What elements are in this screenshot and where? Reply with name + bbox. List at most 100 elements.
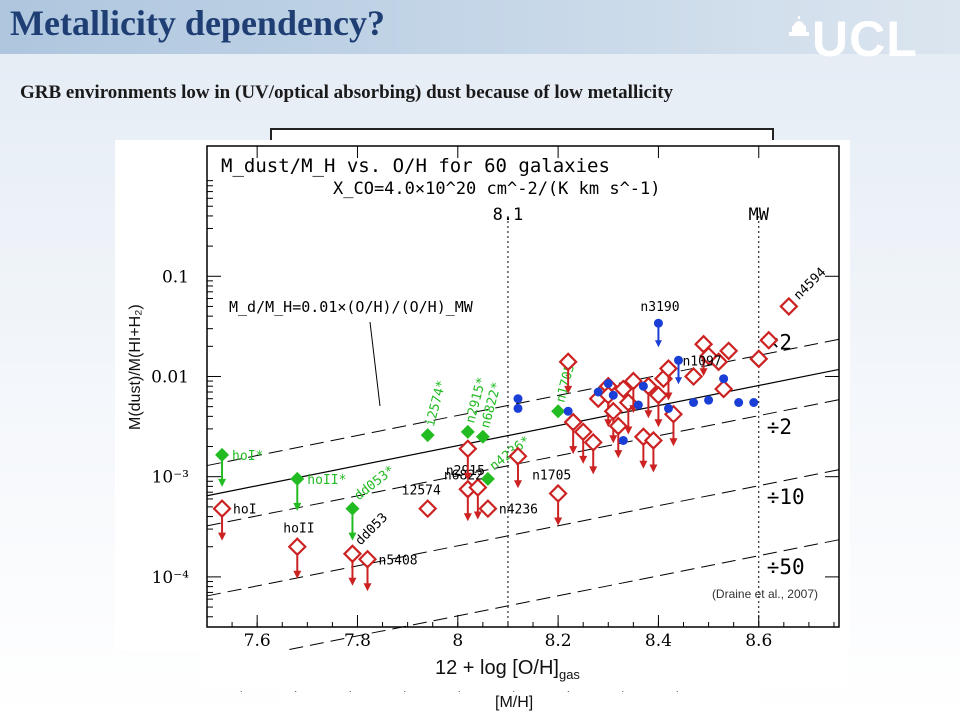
x-tick-label: 7.6 bbox=[244, 631, 271, 650]
blue-point bbox=[513, 394, 523, 404]
y-axis-label: M(dust)/M(HI+H₂) bbox=[127, 304, 144, 430]
scatter-chart: 7.6 7.8 8 8.2 8.4 8.60.10.0110⁻³10⁻⁴×2÷2÷10÷5… bbox=[115, 140, 850, 650]
red-point-limit-arrow bbox=[664, 392, 673, 401]
red-point-limit-arrow bbox=[218, 532, 227, 541]
plot-title: M_dust/M_H vs. O/H for 60 galaxies bbox=[221, 155, 610, 177]
red-point-label: n2915 bbox=[446, 464, 485, 479]
blue-point bbox=[653, 318, 663, 328]
x-tick-label: 8.6 bbox=[745, 631, 772, 650]
red-point bbox=[749, 349, 769, 369]
blue-point bbox=[618, 435, 628, 445]
slide-subtitle: GRB environments low in (UV/optical abso… bbox=[20, 82, 674, 103]
y-tick-label: 0.1 bbox=[162, 267, 189, 287]
red-point-limit-arrow bbox=[649, 464, 658, 473]
x-axis-label-box bbox=[200, 651, 848, 687]
green-point bbox=[215, 447, 230, 462]
red-point bbox=[779, 296, 799, 316]
blue-point-label: n3190 bbox=[640, 300, 679, 315]
red-point-limit-arrow bbox=[639, 460, 648, 469]
relation-label: M_d/M_H=0.01×(O/H)/(O/H)_MW bbox=[229, 298, 474, 316]
blue-point bbox=[734, 397, 744, 407]
band-line bbox=[206, 469, 840, 597]
logo-text: UCL bbox=[812, 11, 918, 67]
red-point-limit-arrow bbox=[654, 419, 663, 428]
x-axis-label: 12 + log [O/H]gas bbox=[435, 657, 580, 682]
green-point bbox=[460, 424, 475, 439]
y-tick-label: 10⁻³ bbox=[152, 468, 189, 488]
underlying-figure-ticks: ......... bbox=[240, 684, 731, 694]
green-point bbox=[551, 404, 566, 419]
red-point bbox=[759, 330, 779, 350]
red-point-label: n4236 bbox=[499, 503, 538, 518]
blue-point bbox=[638, 381, 648, 391]
red-point-limit-arrow bbox=[473, 511, 482, 520]
blue-point bbox=[689, 397, 699, 407]
red-point-limit-arrow bbox=[293, 570, 302, 579]
plot-background bbox=[115, 140, 850, 650]
red-point-limit-arrow bbox=[569, 446, 578, 455]
x-axis-label-subscript: gas bbox=[558, 667, 580, 682]
green-point bbox=[345, 501, 360, 516]
red-point-label: hoII bbox=[283, 522, 314, 537]
band-label: ÷10 bbox=[767, 485, 805, 509]
red-point-limit-arrow bbox=[614, 450, 623, 459]
red-point bbox=[714, 379, 734, 399]
red-point-limit-arrow bbox=[669, 438, 678, 447]
reference-vline-label: MW bbox=[749, 205, 770, 225]
red-point-limit-arrow bbox=[604, 419, 613, 428]
y-tick-label: 0.01 bbox=[151, 367, 189, 387]
blue-point bbox=[704, 395, 714, 405]
logo-dome-icon bbox=[789, 16, 809, 36]
green-point bbox=[290, 471, 305, 486]
red-point-limit-arrow bbox=[513, 480, 522, 489]
blue-point bbox=[719, 374, 729, 384]
chart-panel: 7.6 7.8 8 8.2 8.4 8.6 0.1 0.01 10⁻³ 10⁻⁴ ×2 ÷2 ÷10 ÷5… bbox=[115, 140, 850, 690]
red-point-label: n5408 bbox=[379, 553, 418, 568]
red-point bbox=[719, 341, 739, 361]
red-point bbox=[699, 346, 719, 366]
red-point-limit-arrow bbox=[579, 455, 588, 464]
red-point-limit-arrow bbox=[644, 410, 653, 419]
plot-subtitle: X_CO=4.0×10^20 cm^-2/(K km s^-1) bbox=[333, 179, 661, 199]
green-point-label: hoI* bbox=[232, 449, 263, 464]
red-point-limit-arrow bbox=[463, 513, 472, 522]
blue-point bbox=[673, 355, 683, 365]
red-point bbox=[613, 379, 633, 399]
figure-credit: (Draine et al., 2007) bbox=[712, 587, 818, 601]
blue-point bbox=[663, 403, 673, 413]
band-line bbox=[206, 338, 840, 467]
band-line bbox=[284, 539, 840, 650]
blue-point bbox=[749, 397, 759, 407]
blue-point-label: n1097 bbox=[682, 354, 721, 369]
x-tick-label: 8 bbox=[452, 631, 463, 650]
green-point bbox=[420, 428, 435, 443]
red-point-label: n1705 bbox=[532, 468, 571, 483]
red-point-limit-arrow bbox=[699, 368, 708, 377]
blue-point-limit-arrow bbox=[654, 340, 662, 348]
red-point bbox=[478, 499, 498, 519]
relation-pointer bbox=[369, 321, 381, 407]
green-point bbox=[475, 429, 490, 444]
green-point-limit-arrow bbox=[218, 478, 227, 487]
blue-point bbox=[633, 400, 643, 410]
red-point-label: i2574 bbox=[402, 484, 441, 499]
reference-vline-label: 8.1 bbox=[493, 205, 524, 225]
red-point-limit-arrow bbox=[624, 426, 633, 435]
x-axis-label-main: 12 + log [O/H] bbox=[435, 657, 559, 679]
blue-point bbox=[603, 379, 613, 389]
red-point-label: n6822 bbox=[444, 469, 483, 484]
blue-point bbox=[563, 406, 573, 416]
blue-point bbox=[513, 403, 523, 413]
red-point-limit-arrow bbox=[348, 577, 357, 586]
x-tick-label: 8.2 bbox=[545, 631, 572, 650]
red-point-limit-arrow bbox=[589, 466, 598, 475]
red-point-limit-arrow bbox=[363, 583, 372, 592]
red-point bbox=[683, 366, 704, 387]
red-point-label: hoI bbox=[233, 503, 256, 518]
x-tick-label: 8.4 bbox=[645, 631, 672, 650]
x-tick-label: 7.8 bbox=[344, 631, 371, 650]
blue-point-limit-arrow bbox=[674, 377, 682, 385]
red-point bbox=[418, 499, 438, 519]
red-point-limit-arrow bbox=[463, 472, 472, 481]
y-tick-label: 10⁻⁴ bbox=[152, 568, 190, 588]
